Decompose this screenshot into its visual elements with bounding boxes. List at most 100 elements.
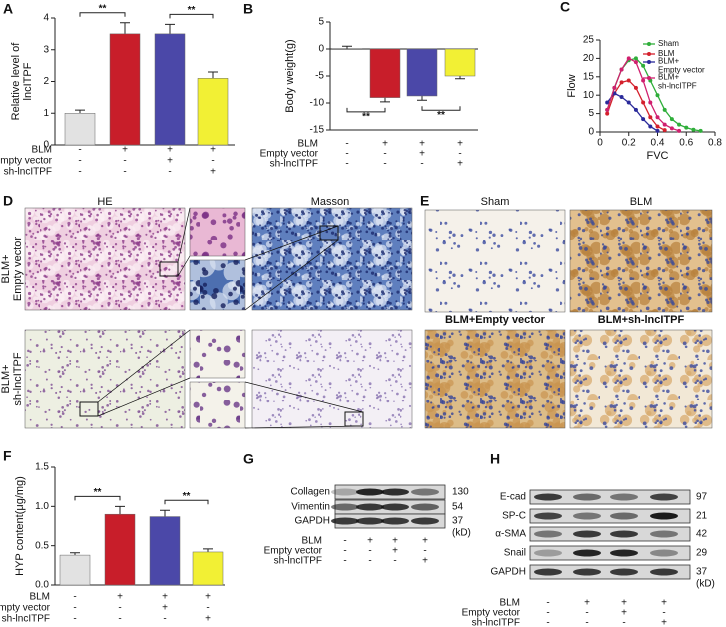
point	[655, 124, 660, 129]
point	[648, 115, 653, 120]
image-label: BLM	[630, 196, 653, 208]
micrograph	[569, 329, 713, 429]
protein-label: α-SMA	[495, 529, 526, 540]
size-label: 54	[452, 502, 464, 513]
band	[610, 549, 638, 557]
point	[633, 60, 638, 65]
condition-sign: -	[585, 608, 588, 619]
panel-letter: F	[3, 448, 12, 464]
band	[411, 488, 439, 496]
panel-letter: A	[3, 1, 13, 17]
micrograph	[569, 209, 713, 313]
significance-bracket	[74, 495, 121, 501]
significance-bracket	[169, 13, 214, 19]
panel-letter: G	[243, 451, 254, 467]
y-tick-label: 25	[583, 35, 595, 46]
condition-label: Empty vector	[260, 149, 319, 160]
error-bar	[75, 109, 85, 114]
error-bar	[455, 76, 465, 80]
error-bar	[70, 552, 80, 556]
zoom-box	[319, 225, 339, 241]
condition-label: BLM	[29, 592, 50, 603]
condition-label: sh-lncITPF	[274, 556, 322, 567]
point	[669, 126, 674, 131]
row-label: BLM+sh-lncITPF	[0, 352, 24, 405]
bar	[154, 33, 186, 146]
y-tick-label: 0.0	[35, 580, 49, 591]
condition-sign: +	[457, 139, 463, 150]
y-tick-label: 0	[588, 127, 594, 138]
micrograph	[424, 329, 566, 429]
y-tick-label: 1.0	[35, 501, 49, 512]
condition-label: Empty vector	[264, 546, 323, 557]
condition-sign: -	[546, 598, 549, 609]
condition-sign: +	[419, 139, 425, 150]
condition-sign: -	[383, 149, 386, 160]
condition-sign: -	[423, 546, 426, 557]
bar	[192, 551, 224, 586]
condition-sign: -	[345, 159, 348, 170]
y-tick-label: 10	[583, 90, 595, 101]
significance-bracket	[421, 106, 461, 111]
condition-sign: -	[546, 618, 549, 627]
condition-sign: +	[419, 149, 425, 160]
point	[655, 128, 660, 133]
band	[534, 530, 562, 538]
point	[605, 111, 610, 116]
band	[356, 517, 384, 525]
condition-sign: +	[162, 603, 168, 614]
condition-sign: +	[621, 608, 627, 619]
band	[573, 512, 601, 520]
band	[650, 493, 678, 501]
size-label: 29	[696, 548, 708, 559]
condition-label: BLM	[301, 536, 322, 547]
bar	[109, 33, 141, 146]
point	[612, 85, 617, 90]
error-bar	[203, 548, 213, 552]
condition-sign: -	[78, 156, 81, 167]
condition-sign: -	[123, 156, 126, 167]
protein-label: Collagen	[291, 487, 330, 498]
band	[356, 488, 384, 496]
condition-sign: -	[662, 608, 665, 619]
error-bar	[342, 45, 352, 49]
condition-sign: +	[167, 145, 173, 156]
condition-sign: +	[210, 145, 216, 156]
protein-label: Vimentin	[291, 502, 330, 513]
micrograph	[24, 207, 186, 311]
point	[641, 117, 646, 122]
condition-sign: +	[661, 598, 667, 609]
protein-label: Snail	[504, 548, 526, 559]
condition-sign: +	[367, 536, 373, 547]
band	[534, 549, 562, 557]
condition-sign: +	[422, 556, 428, 567]
band	[610, 568, 638, 576]
zoom-lines	[244, 381, 364, 429]
condition-sign: +	[205, 614, 211, 625]
size-unit: (kD)	[452, 528, 471, 539]
condition-sign: -	[73, 592, 76, 603]
condition-sign: +	[162, 592, 168, 603]
point	[684, 125, 689, 130]
y-tick-label: -10	[310, 98, 325, 109]
point	[641, 100, 646, 105]
image-label: BLM+Empty vector	[445, 314, 546, 326]
band	[381, 503, 409, 511]
point	[655, 115, 660, 120]
band	[411, 517, 439, 525]
point	[641, 63, 646, 68]
y-tick-label: 3	[43, 44, 49, 55]
bar	[149, 516, 181, 586]
condition-sign: -	[78, 167, 81, 178]
row-label: BLM+Empty vector	[0, 237, 24, 302]
condition-label: sh-lncITPF	[472, 618, 520, 627]
condition-sign: -	[168, 167, 171, 178]
point	[626, 56, 631, 61]
size-unit: (kD)	[696, 579, 715, 590]
bar	[406, 48, 438, 97]
y-tick-label: 4	[43, 13, 49, 24]
condition-sign: +	[392, 546, 398, 557]
image-label: Sham	[481, 196, 510, 208]
point	[677, 128, 682, 133]
